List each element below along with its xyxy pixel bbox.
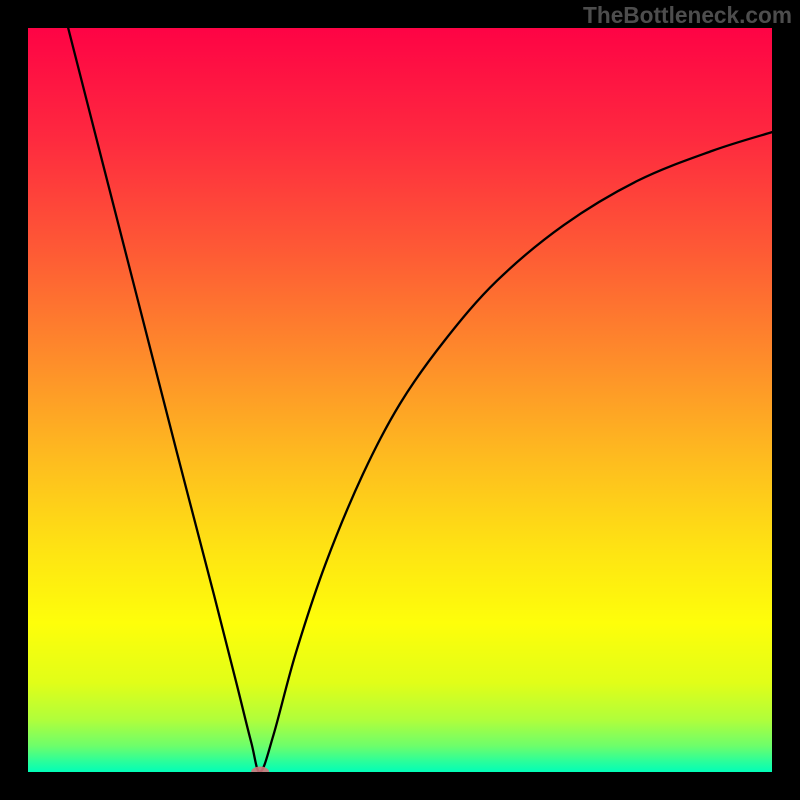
plot-area <box>28 28 772 772</box>
bottleneck-curve-svg <box>28 28 772 772</box>
min-marker <box>251 767 269 773</box>
attribution-text: TheBottleneck.com <box>583 2 792 29</box>
bottleneck-curve <box>68 28 772 772</box>
chart-container: TheBottleneck.com <box>0 0 800 800</box>
